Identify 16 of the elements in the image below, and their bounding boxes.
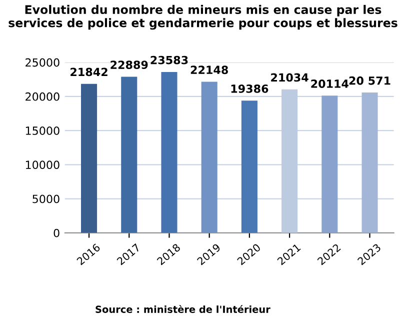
chart-title: Evolution du nombre de mineurs mis en cause par les services de police et gendarmerie pour coups et blessures [8, 4, 398, 30]
data-label: 19386 [231, 84, 268, 93]
data-label: 20 571 [349, 76, 390, 85]
data-label: 21034 [271, 73, 308, 82]
y-tick-label: 0 [54, 228, 60, 238]
y-tick-label: 25000 [26, 58, 60, 67]
data-label: 22148 [190, 66, 228, 74]
y-tick-label: 5000 [32, 194, 60, 204]
data-label: 21842 [70, 68, 108, 76]
data-label: 23583 [150, 56, 188, 64]
data-label: 22889 [110, 60, 148, 70]
y-tick-label: 10000 [26, 160, 60, 170]
source-note: Source : ministère de l'Intérieur [96, 305, 270, 313]
data-label: 20114 [311, 80, 348, 88]
y-tick-label: 15000 [26, 126, 60, 135]
y-tick-label: 20000 [26, 92, 60, 101]
